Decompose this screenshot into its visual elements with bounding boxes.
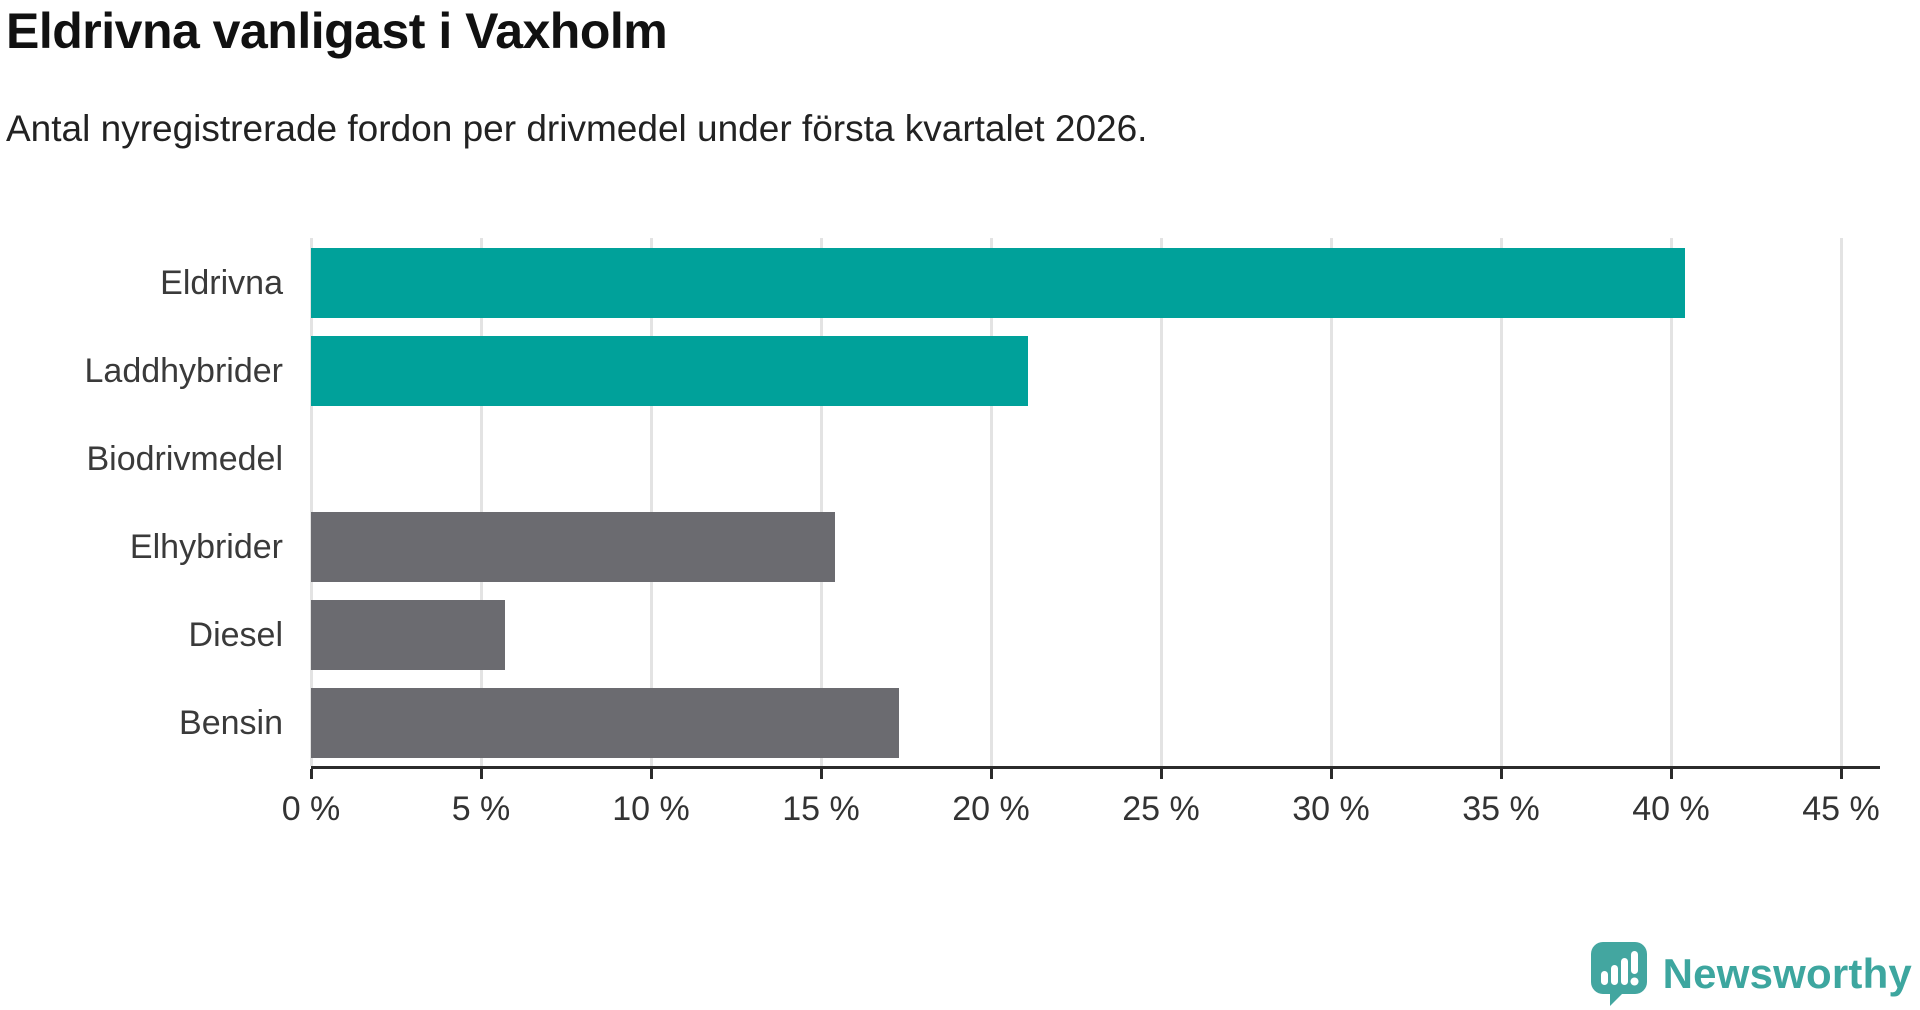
category-label-laddhybrider: Laddhybrider: [84, 352, 283, 390]
x-tick-label-20: 20 %: [952, 790, 1030, 828]
bar-elhybrider: [311, 512, 835, 582]
x-tick-label-40: 40 %: [1632, 790, 1710, 828]
x-tick-25: [1160, 769, 1163, 779]
gridline-45: [1840, 238, 1843, 766]
x-tick-20: [990, 769, 993, 779]
gridline-30: [1330, 238, 1333, 766]
category-axis-labels: Eldrivna Laddhybrider Biodrivmedel Elhybrid…: [0, 238, 283, 766]
newsworthy-logo-text: Newsworthy: [1662, 950, 1912, 997]
gridline-15: [820, 238, 823, 766]
x-tick-10: [650, 769, 653, 779]
x-tick-label-45: 45 %: [1802, 790, 1880, 828]
x-tick-label-35: 35 %: [1462, 790, 1540, 828]
gridline-5: [480, 238, 483, 766]
bar-laddhybrider: [311, 336, 1029, 406]
x-tick-35: [1500, 769, 1503, 779]
gridline-35: [1500, 238, 1503, 766]
x-tick-5: [480, 769, 483, 779]
x-tick-label-5: 5 %: [451, 790, 511, 828]
x-tick-label-30: 30 %: [1292, 790, 1370, 828]
newsworthy-logo[interactable]: Newsworthy: [1590, 942, 1912, 1006]
category-label-bensin: Bensin: [179, 704, 283, 742]
category-label-biodrivmedel: Biodrivmedel: [86, 440, 283, 478]
x-tick-label-0: 0 %: [281, 790, 341, 828]
x-tick-label-25: 25 %: [1122, 790, 1200, 828]
chart-title: Eldrivna vanligast i Vaxholm: [6, 3, 668, 59]
gridline-40: [1670, 238, 1673, 766]
x-tick-40: [1670, 769, 1673, 779]
bar-diesel: [311, 600, 505, 670]
chart-subtitle: Antal nyregistrerade fordon per drivmede…: [6, 108, 1148, 149]
gridline-0: [310, 238, 313, 766]
bar-bensin: [311, 688, 900, 758]
plot-area: 0 % 5 % 10 % 15 % 20 % 25 % 30 % 35 % 40 % 45 %: [282, 238, 1880, 828]
gridline-25: [1160, 238, 1163, 766]
x-tick-label-15: 15 %: [782, 790, 860, 828]
category-label-eldrivna: Eldrivna: [160, 264, 283, 302]
gridline-10: [650, 238, 653, 766]
x-tick-45: [1840, 769, 1843, 779]
category-label-elhybrider: Elhybrider: [129, 528, 283, 566]
x-axis-line: [311, 766, 1880, 769]
gridline-20: [990, 238, 993, 766]
x-tick-label-10: 10 %: [612, 790, 690, 828]
newsworthy-speech-bubble-chart-icon: [1590, 942, 1647, 1006]
x-tick-0: [310, 769, 313, 779]
category-label-diesel: Diesel: [188, 616, 283, 654]
x-tick-30: [1330, 769, 1333, 779]
bar-eldrivna: [311, 248, 1685, 318]
x-tick-15: [820, 769, 823, 779]
